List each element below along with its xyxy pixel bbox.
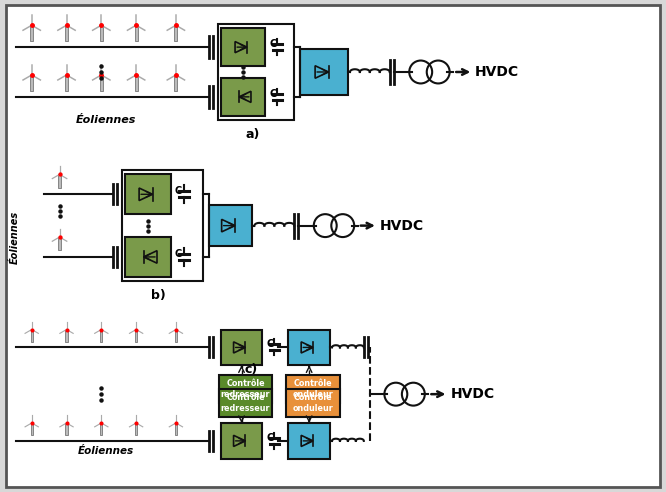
Bar <box>65 423 68 435</box>
Bar <box>218 375 272 403</box>
Bar <box>122 170 202 281</box>
Bar <box>174 423 177 435</box>
Text: C: C <box>266 433 274 443</box>
Bar <box>135 423 137 435</box>
Text: Contrôle
redresseur: Contrôle redresseur <box>220 394 270 413</box>
Bar <box>100 75 103 91</box>
Bar <box>135 330 137 341</box>
Text: HVDC: HVDC <box>476 65 519 79</box>
Bar <box>174 330 177 341</box>
Text: HVDC: HVDC <box>380 218 424 233</box>
Bar <box>174 25 177 41</box>
Text: C: C <box>269 89 276 99</box>
Bar <box>135 25 138 41</box>
Text: Éoliennes: Éoliennes <box>76 115 137 125</box>
Text: b): b) <box>151 289 165 302</box>
Bar <box>59 237 61 250</box>
Bar <box>218 389 272 417</box>
Text: c): c) <box>245 363 258 376</box>
Bar <box>125 237 171 277</box>
Text: Éoliennes: Éoliennes <box>10 211 20 264</box>
Bar <box>220 330 262 366</box>
Bar <box>30 75 33 91</box>
Bar <box>174 75 177 91</box>
Text: a): a) <box>246 127 260 141</box>
Text: Éoliennes: Éoliennes <box>78 446 135 456</box>
Bar <box>59 174 61 187</box>
Bar <box>220 423 262 459</box>
Bar <box>208 205 252 246</box>
Bar <box>31 330 33 341</box>
Text: C: C <box>269 39 276 49</box>
Bar <box>100 423 103 435</box>
Bar <box>288 423 330 459</box>
Bar <box>100 330 103 341</box>
Bar <box>65 75 68 91</box>
Bar <box>135 75 138 91</box>
Bar <box>30 25 33 41</box>
Bar <box>218 24 294 120</box>
Bar <box>65 330 68 341</box>
Bar <box>300 49 348 95</box>
Bar <box>31 423 33 435</box>
Text: Contrôle
onduleur: Contrôle onduleur <box>293 394 334 413</box>
Text: Contrôle
onduleur: Contrôle onduleur <box>293 379 334 399</box>
Bar <box>286 375 340 403</box>
Bar <box>220 78 265 116</box>
Text: C: C <box>175 186 182 196</box>
Bar <box>65 25 68 41</box>
Bar <box>125 174 171 214</box>
Bar <box>288 330 330 366</box>
Bar <box>220 28 265 66</box>
Text: C: C <box>175 249 182 259</box>
Bar <box>100 25 103 41</box>
Text: HVDC: HVDC <box>450 387 494 401</box>
Text: C: C <box>266 339 274 349</box>
Text: Contrôle
redresseur: Contrôle redresseur <box>220 379 270 399</box>
Bar <box>286 389 340 417</box>
